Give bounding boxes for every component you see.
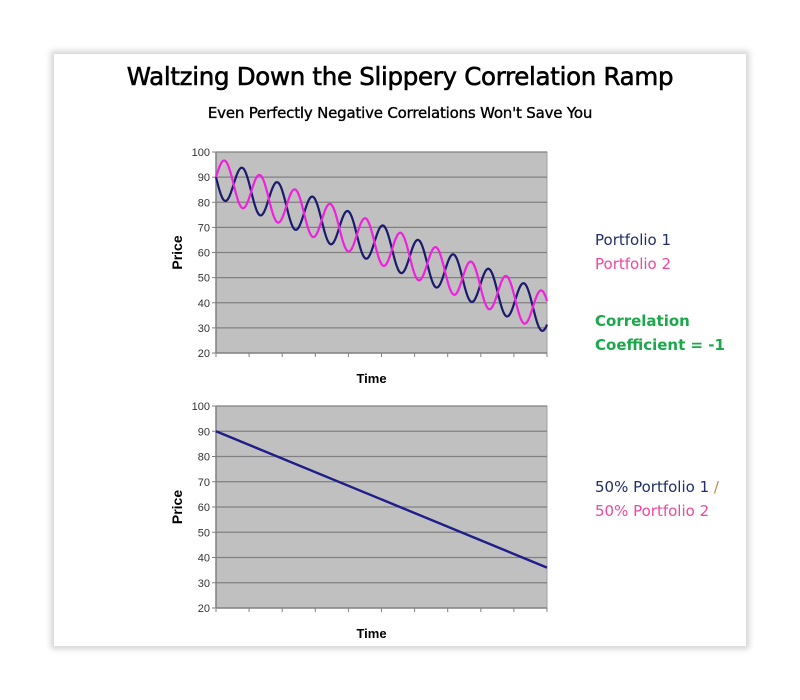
- bottom-y-tick-label: 50: [198, 527, 210, 539]
- top-y-tick-label: 100: [192, 147, 210, 159]
- bottom-y-tick-label: 20: [198, 603, 210, 615]
- bottom-legend: 50% Portfolio 1 / 50% Portfolio 2: [595, 475, 719, 523]
- chart-subtitle: Even Perfectly Negative Correlations Won…: [207, 104, 593, 122]
- top-x-axis-label: Time: [356, 371, 386, 386]
- bottom-y-tick-label: 100: [192, 401, 210, 413]
- legend-separator: /: [713, 478, 719, 496]
- bottom-y-axis-label: Price: [169, 490, 185, 524]
- bottom-y-tick-label: 70: [198, 477, 210, 489]
- correlation-label-line1: Correlation: [595, 312, 690, 330]
- bottom-x-axis-label: Time: [356, 626, 386, 641]
- top-legend: Portfolio 1 Portfolio 2 Correlation Coef…: [595, 228, 725, 357]
- legend-portfolio-1: Portfolio 1: [595, 231, 672, 249]
- top-y-tick-label: 90: [198, 172, 210, 184]
- chart-card: Waltzing Down the Slippery Correlation R…: [54, 54, 746, 646]
- top-y-tick-label: 70: [198, 222, 210, 234]
- series-combined-line: [215, 430, 548, 569]
- legend-combined-line2: 50% Portfolio 2: [595, 502, 710, 520]
- top-y-tick-label: 40: [198, 298, 210, 310]
- top-y-tick-label: 50: [198, 273, 210, 285]
- correlation-label-line2: Coefficient = -1: [595, 336, 725, 354]
- series-portfolio-1-line: [214, 166, 549, 332]
- bottom-y-tick-label: 60: [198, 502, 210, 514]
- legend-combined-line1: 50% Portfolio 1: [595, 478, 710, 496]
- series-portfolio-2-line: [214, 159, 549, 325]
- chart-title: Waltzing Down the Slippery Correlation R…: [126, 62, 674, 92]
- legend-portfolio-2: Portfolio 2: [595, 255, 672, 273]
- bottom-y-tick-label: 90: [198, 426, 210, 438]
- bottom-y-tick-label: 40: [198, 553, 210, 565]
- top-y-tick-label: 30: [198, 323, 210, 335]
- top-y-tick-label: 20: [198, 348, 210, 360]
- top-y-tick-label: 60: [198, 248, 210, 260]
- bottom-y-tick-label: 80: [198, 452, 210, 464]
- bottom-chart: 20 30 40 50 60 70 80 90 100 Time Price: [169, 401, 548, 641]
- bottom-y-tick-label: 30: [198, 578, 210, 590]
- top-y-tick-label: 80: [198, 197, 210, 209]
- top-y-axis-label: Price: [169, 235, 185, 269]
- top-chart: 20 30 40 50 60 70 80 90 100 Time Price: [169, 147, 549, 386]
